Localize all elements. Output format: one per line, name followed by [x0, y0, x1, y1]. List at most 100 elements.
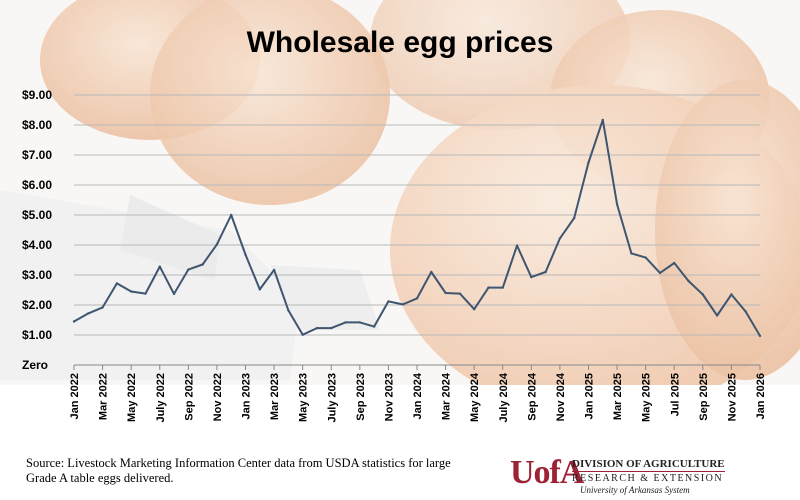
data-point: [701, 293, 705, 296]
x-tick-label: May 2024: [469, 372, 481, 422]
y-tick-label: $9.00: [22, 88, 52, 102]
y-tick-label: $7.00: [22, 148, 52, 162]
data-point: [730, 293, 733, 296]
data-point: [287, 309, 290, 312]
x-tick-label: Jan 2026: [755, 373, 767, 419]
data-point: [644, 256, 647, 259]
data-point: [244, 253, 247, 256]
data-point: [401, 303, 404, 306]
series-line: [73, 118, 761, 337]
data-point: [272, 268, 276, 272]
data-point: [144, 292, 147, 295]
x-tick-label: Jan 2023: [241, 373, 253, 419]
data-point: [615, 203, 619, 206]
data-point: [744, 310, 747, 313]
y-tick-label: Zero: [22, 358, 48, 372]
data-point: [87, 312, 90, 315]
data-point: [558, 237, 562, 240]
logo-system-text: University of Arkansas System: [580, 485, 690, 495]
data-point: [501, 286, 504, 289]
data-point: [115, 282, 119, 285]
source-note: Source: Livestock Marketing Information …: [26, 456, 456, 486]
data-point: [315, 326, 319, 330]
university-logo: UofA DIVISION OF AGRICULTURE RESEARCH & …: [510, 454, 725, 496]
data-point: [444, 291, 447, 295]
x-tick-label: July 2023: [326, 373, 338, 423]
data-point: [573, 216, 576, 220]
price-series: [72, 118, 762, 338]
x-tick-label: Nov 2025: [726, 373, 738, 421]
x-tick-label: Mar 2025: [612, 373, 624, 420]
data-point: [515, 244, 519, 247]
data-point: [487, 286, 490, 289]
x-tick-label: Nov 2022: [212, 373, 224, 421]
data-point: [187, 268, 190, 271]
x-axis-ticks: Jan 2022 Mar 2022 May 2022 July 2022 Sep 202…: [69, 365, 767, 423]
data-point: [758, 334, 762, 338]
gridlines: [74, 94, 760, 366]
y-axis-ticks: Zero $1.00 $2.00 $3.00 $4.00 $5.00 $6.00 $7.00 $…: [22, 88, 52, 372]
y-tick-label: $2.00: [22, 298, 52, 312]
x-tick-label: July 2024: [498, 372, 510, 422]
x-tick-label: Nov 2023: [383, 373, 395, 421]
data-point: [715, 314, 719, 317]
data-point: [630, 252, 633, 255]
x-tick-label: Mar 2023: [269, 373, 281, 420]
source-line-1: Source: Livestock Marketing Information …: [26, 456, 451, 470]
data-point: [330, 326, 333, 330]
x-tick-label: Sep 2022: [183, 373, 195, 421]
x-tick-label: May 2022: [126, 373, 138, 422]
data-point: [387, 300, 390, 303]
data-point: [201, 263, 204, 266]
y-tick-label: $8.00: [22, 118, 52, 132]
data-point: [601, 118, 604, 122]
x-tick-label: July 2022: [155, 373, 167, 423]
data-point: [687, 279, 690, 283]
x-tick-label: Mar 2024: [441, 372, 453, 420]
x-tick-label: Jul 2025: [669, 373, 681, 416]
x-tick-label: Jan 2022: [69, 373, 81, 419]
data-point: [472, 308, 476, 311]
uofa-logo-mark: UofA: [510, 454, 584, 491]
x-tick-label: Sep 2025: [698, 373, 710, 421]
x-tick-label: Nov 2024: [555, 372, 567, 421]
data-point: [658, 271, 662, 275]
data-point: [258, 288, 261, 291]
x-tick-label: Jan 2025: [584, 373, 596, 419]
data-point: [301, 333, 304, 336]
data-point: [587, 161, 590, 164]
chart-title: Wholesale egg prices: [246, 26, 554, 59]
x-tick-label: May 2025: [641, 373, 653, 422]
data-point: [172, 292, 176, 296]
x-tick-label: Sep 2024: [526, 372, 538, 421]
y-tick-label: $5.00: [22, 208, 52, 222]
data-point: [344, 321, 347, 324]
source-line-2: Grade A table eggs delivered.: [26, 471, 174, 485]
data-point: [72, 320, 76, 323]
data-point: [544, 270, 547, 274]
data-point: [673, 261, 676, 265]
y-tick-label: $6.00: [22, 178, 52, 192]
data-point: [158, 265, 161, 268]
data-point: [430, 270, 433, 274]
x-tick-label: Sep 2023: [355, 373, 367, 421]
data-point: [458, 292, 462, 295]
data-point: [530, 275, 533, 279]
data-point: [230, 213, 233, 217]
logo-research-text: RESEARCH & EXTENSION: [572, 473, 724, 484]
x-tick-label: Mar 2022: [98, 373, 110, 420]
logo-division-text: DIVISION OF AGRICULTURE: [572, 458, 725, 472]
data-point: [358, 321, 362, 324]
data-point: [129, 290, 133, 293]
y-tick-label: $3.00: [22, 268, 52, 282]
y-tick-label: $4.00: [22, 238, 52, 252]
data-point: [101, 306, 104, 309]
y-tick-label: $1.00: [22, 328, 52, 342]
data-point: [372, 325, 376, 328]
x-tick-label: May 2023: [298, 373, 310, 422]
data-point: [415, 297, 419, 300]
x-tick-label: Jan 2024: [412, 372, 424, 419]
data-point: [215, 243, 219, 246]
